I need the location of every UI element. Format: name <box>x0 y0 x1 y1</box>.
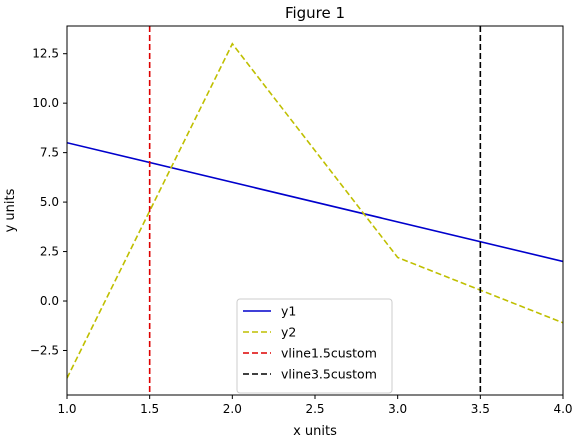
legend-label-vline3.5custom: vline3.5custom <box>281 367 377 382</box>
ticks-layer: 1.0 1.5 2.0 2.5 3.0 3.5 4.0 −2.5 0.0 2.5 5.0 7.5 10.… <box>30 47 573 416</box>
legend-label-y1: y1 <box>281 304 296 319</box>
y-tick-label: −2.5 <box>30 343 59 357</box>
x-tick-label: 2.0 <box>223 402 242 416</box>
plot-area <box>67 26 563 395</box>
legend-label-vline1.5custom: vline1.5custom <box>281 346 377 361</box>
y-tick-label: 7.5 <box>40 146 59 160</box>
x-tick-label: 1.5 <box>140 402 159 416</box>
y-axis-label: y units <box>3 188 18 232</box>
legend-label-y2: y2 <box>281 325 296 340</box>
y-tick-label: 12.5 <box>32 47 59 61</box>
data-layer <box>67 26 563 395</box>
x-tick-label: 1.0 <box>57 402 76 416</box>
x-axis-label: x units <box>293 424 337 439</box>
y-tick-label: 0.0 <box>40 294 59 308</box>
legend-box <box>236 298 393 394</box>
y-tick-label: 5.0 <box>40 195 59 209</box>
y-tick-label: 10.0 <box>32 96 59 110</box>
chart-title: Figure 1 <box>285 4 345 22</box>
x-tick-label: 3.5 <box>471 402 490 416</box>
x-tick-label: 2.5 <box>305 402 324 416</box>
y-tick-label: 2.5 <box>40 245 59 259</box>
legend: y1 y2 vline1.5custom vline3.5custom <box>236 298 393 394</box>
x-tick-label: 4.0 <box>553 402 572 416</box>
x-tick-label: 3.0 <box>388 402 407 416</box>
